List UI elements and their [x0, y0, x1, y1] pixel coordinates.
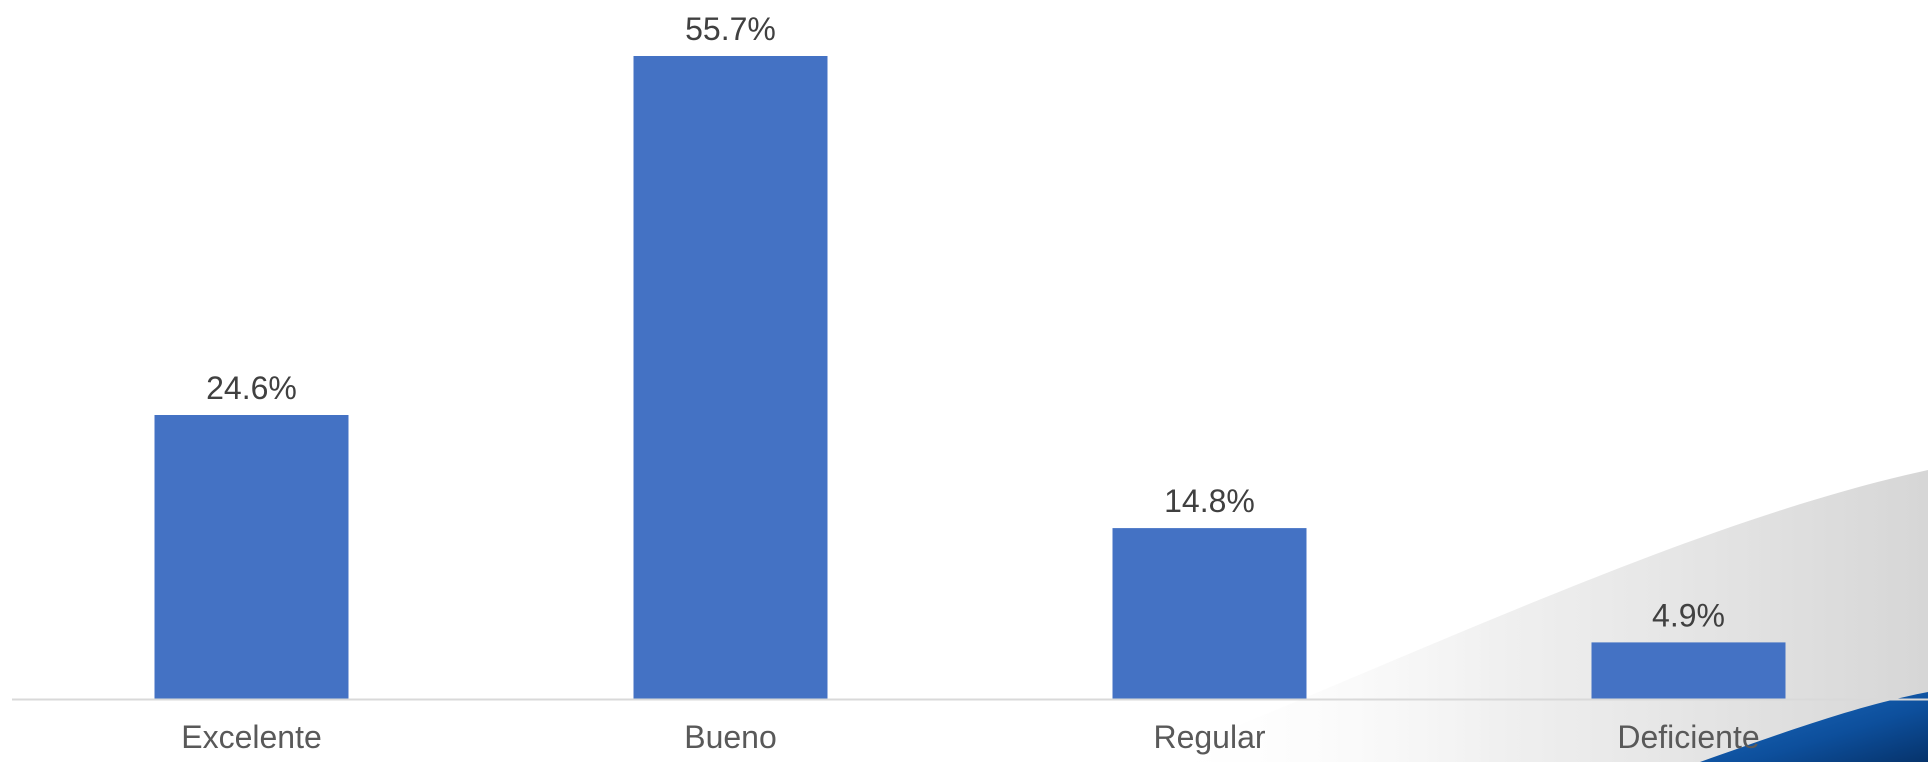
bar-bueno	[633, 56, 828, 699]
data-label-bueno: 55.7%	[685, 11, 776, 47]
x-tick-label-deficiente: Deficiente	[1617, 719, 1759, 755]
bar-deficiente	[1591, 642, 1786, 699]
bars-layer	[154, 56, 1786, 699]
x-tick-label-bueno: Bueno	[684, 719, 777, 755]
bar-excelente	[154, 415, 349, 699]
x-tick-label-regular: Regular	[1153, 719, 1265, 755]
bar-regular	[1112, 528, 1307, 699]
data-label-deficiente: 4.9%	[1652, 597, 1725, 633]
data-label-excelente: 24.6%	[206, 370, 297, 406]
data-label-regular: 14.8%	[1164, 483, 1255, 519]
labels-layer: 24.6% Excelente 55.7% Bueno 14.8% Regular 4.9%…	[181, 11, 1759, 755]
background-swoosh-blue	[1700, 692, 1928, 762]
x-tick-label-excelente: Excelente	[181, 719, 322, 755]
